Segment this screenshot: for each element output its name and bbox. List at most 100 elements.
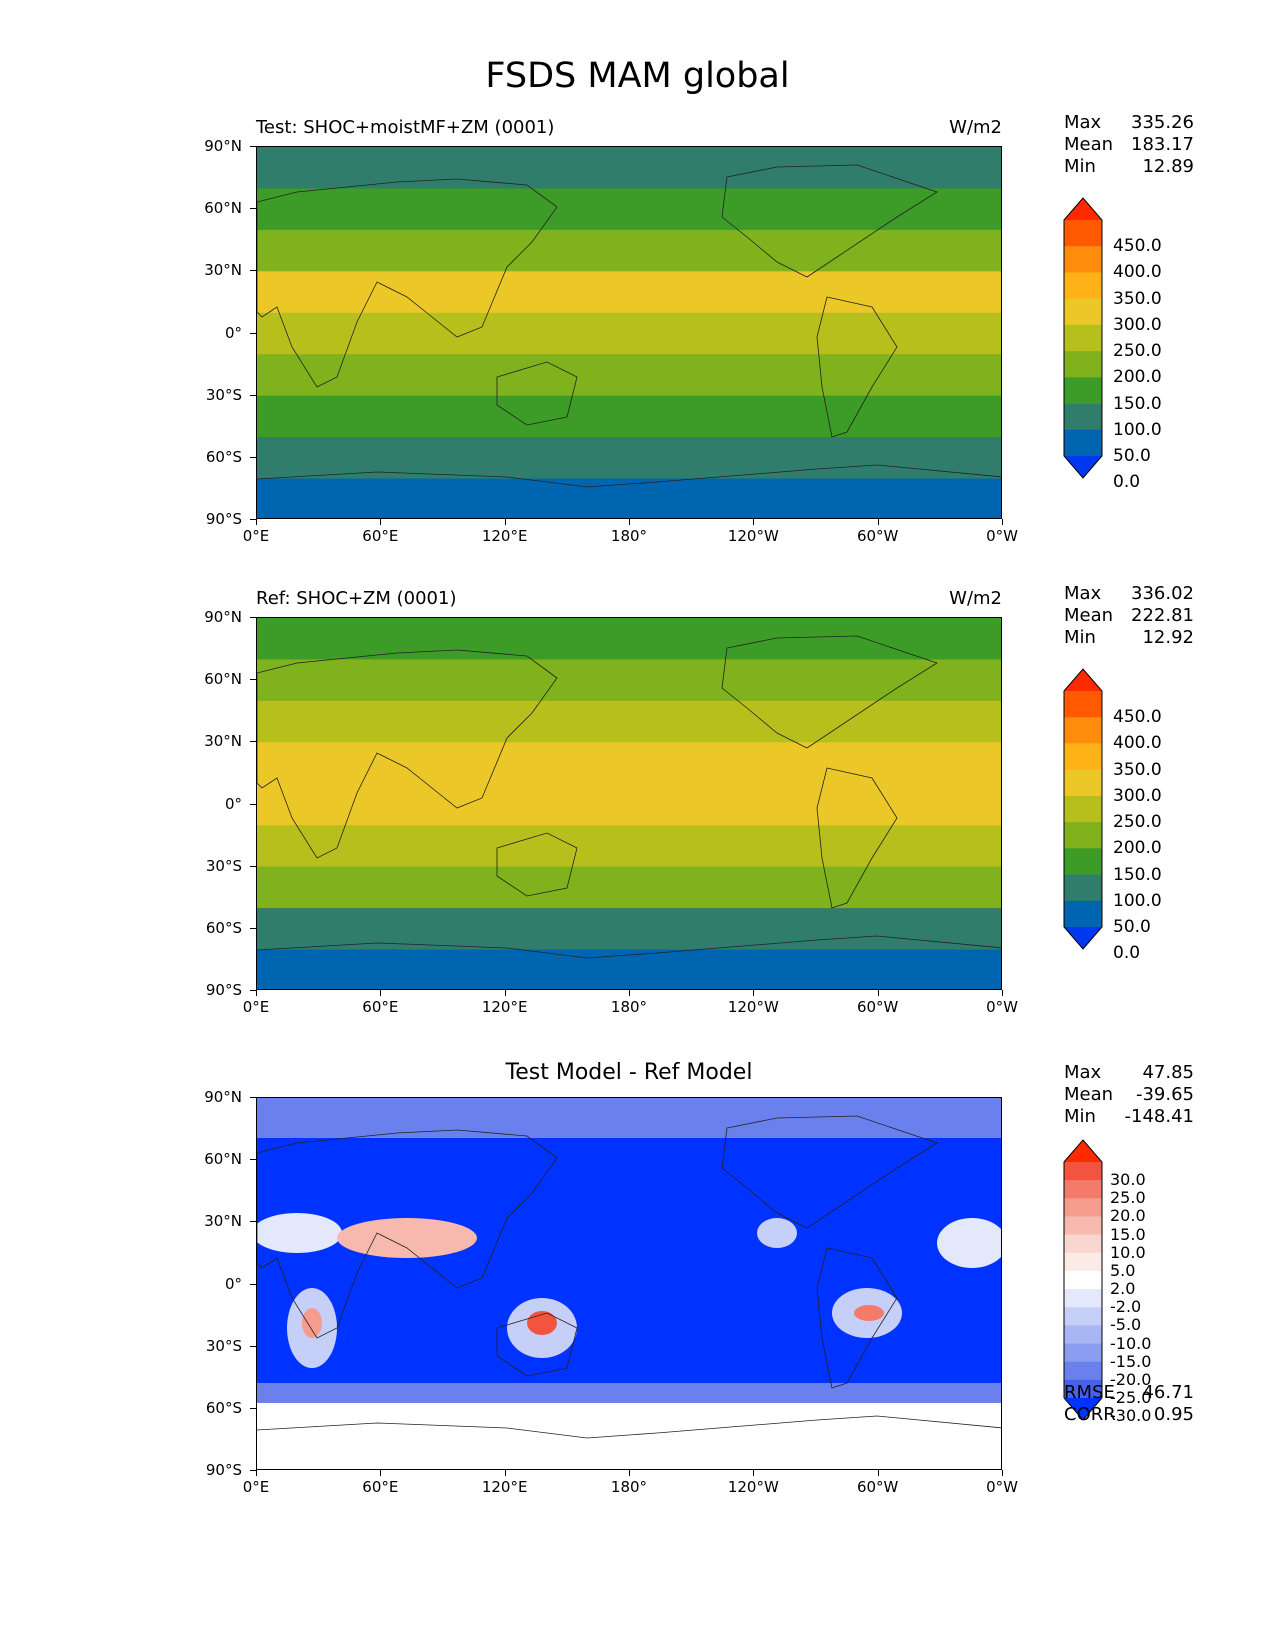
colorbar-segment <box>1064 874 1102 902</box>
lat-tick-label: 30°N <box>204 261 242 280</box>
test-stats: Max 335.26 Mean 183.17 Min 12.89 <box>1064 112 1194 178</box>
coastline-outline <box>257 1115 1001 1439</box>
colorbar-segment <box>1064 1198 1102 1217</box>
lon-tick-label: 120°E <box>481 998 528 1016</box>
colorbar-segment <box>1064 324 1102 352</box>
lon-tick-label: 0°W <box>986 998 1018 1016</box>
lon-tick <box>629 1470 630 1476</box>
colorbar-segment <box>1064 220 1102 247</box>
colorbar-tick-label: -5.0 <box>1110 1315 1142 1335</box>
summary-value: 0.95 <box>1153 1404 1194 1425</box>
lon-tick <box>504 990 506 996</box>
colorbar-segment <box>1064 822 1102 849</box>
colorbar-tick-label: 350.0 <box>1113 759 1162 780</box>
colorbar-segment <box>1064 848 1102 875</box>
test-panel-title: Test: SHOC+moistMF+ZM (0001) <box>256 117 555 138</box>
field-band <box>257 949 1001 989</box>
colorbar-tick-label: 400.0 <box>1113 733 1162 754</box>
colorbar-tick-label: 0.0 <box>1113 472 1141 493</box>
colorbar-tick-label: 100.0 <box>1113 890 1162 911</box>
colorbar-tick-label: 50.0 <box>1113 917 1151 937</box>
stat-value: -148.41 <box>1124 1106 1194 1127</box>
colorbar-extend-bottom <box>1064 1398 1102 1420</box>
lon-tick-label: 60°E <box>362 527 399 545</box>
colorbar-segment <box>1064 743 1102 770</box>
test-panel-units: W/m2 <box>949 117 1002 138</box>
colorbar-tick-label: 20.0 <box>1110 1206 1146 1226</box>
colorbar-outline <box>1063 197 1103 479</box>
lat-tick-label: 90°N <box>204 137 242 155</box>
lon-tick-label: 60°W <box>856 998 899 1016</box>
lon-tick-label: 180° <box>610 1478 648 1496</box>
field-band <box>257 395 1001 438</box>
lat-tick <box>250 679 256 681</box>
test-colorbar <box>1063 197 1103 479</box>
lon-tick-label: 0°W <box>986 1478 1018 1496</box>
stat-label: Max <box>1064 112 1102 133</box>
lat-tick-label: 0° <box>224 1274 242 1293</box>
lat-tick <box>250 803 256 805</box>
colorbar-tick-label: 0.0 <box>1113 943 1141 964</box>
colorbar-segment <box>1064 403 1102 431</box>
field-band <box>257 866 1001 909</box>
lat-tick <box>250 146 256 147</box>
lon-tick-label: 180° <box>610 998 648 1016</box>
colorbar-tick-label: 200.0 <box>1113 367 1162 388</box>
lon-tick-label: 120°W <box>727 1478 779 1496</box>
diff-stats: Max 47.85 Mean -39.65 Min -148.41 <box>1064 1062 1194 1128</box>
colorbar-tick-label: 250.0 <box>1113 812 1162 833</box>
field-band <box>257 618 1001 660</box>
colorbar-extend-bottom <box>1064 927 1102 949</box>
field-band <box>257 354 1001 397</box>
lon-tick-label: 60°W <box>856 527 899 545</box>
lat-tick <box>250 617 256 618</box>
stat-value: 183.17 <box>1131 134 1194 155</box>
lon-tick <box>1002 990 1003 996</box>
diff-map <box>256 1097 1002 1470</box>
colorbar-segment <box>1064 1162 1102 1181</box>
lon-tick-label: 0°E <box>242 998 270 1016</box>
colorbar-segment <box>1064 1216 1102 1235</box>
lon-tick <box>504 1470 506 1476</box>
lat-tick <box>250 1345 256 1347</box>
colorbar-segment <box>1064 691 1102 718</box>
lat-tick <box>250 208 256 210</box>
colorbar-extend-top <box>1064 198 1102 220</box>
lat-tick-label: 30°S <box>205 1336 242 1355</box>
lon-tick-label: 60°E <box>362 1478 399 1496</box>
lon-tick <box>256 1470 257 1476</box>
colorbar-segment <box>1064 1180 1102 1199</box>
lat-tick-label: 90°S <box>205 1461 242 1479</box>
stat-value: -39.65 <box>1135 1084 1194 1105</box>
colorbar-segment <box>1064 900 1102 928</box>
ref-map <box>256 617 1002 990</box>
colorbar-tick-label: -25.0 <box>1110 1388 1152 1407</box>
lat-tick-label: 60°N <box>204 1150 242 1169</box>
lon-tick <box>877 990 879 996</box>
lat-tick-label: 60°N <box>204 670 242 689</box>
diff-panel-title: Test Model - Ref Model <box>505 1060 753 1085</box>
colorbar-extend-bottom <box>1064 456 1102 478</box>
colorbar-tick-label: 300.0 <box>1113 314 1162 335</box>
colorbar-tick-label: 200.0 <box>1113 838 1162 859</box>
colorbar-tick-label: -30.0 <box>1110 1406 1152 1426</box>
test-panel: Test: SHOC+moistMF+ZM (0001) W/m2 Max 335… <box>0 0 1275 545</box>
field-band <box>257 147 1001 189</box>
stat-label: Mean <box>1064 134 1114 155</box>
colorbar-segment <box>1064 1343 1102 1362</box>
lat-tick <box>250 1221 256 1223</box>
lon-tick <box>504 519 506 525</box>
colorbar-segment <box>1064 1325 1102 1344</box>
colorbar-tick-label: 250.0 <box>1113 341 1162 362</box>
lon-tick <box>753 990 755 996</box>
colorbar-tick-label: 2.0 <box>1110 1279 1136 1299</box>
lat-tick <box>250 332 256 334</box>
lat-tick <box>250 1097 256 1098</box>
colorbar-extend-top <box>1064 669 1102 691</box>
lon-tick <box>256 990 257 996</box>
ref-map-field <box>257 618 1001 989</box>
colorbar-segment <box>1064 1234 1102 1254</box>
lat-tick <box>250 741 256 743</box>
field-band <box>257 229 1001 272</box>
field-band <box>257 478 1001 518</box>
